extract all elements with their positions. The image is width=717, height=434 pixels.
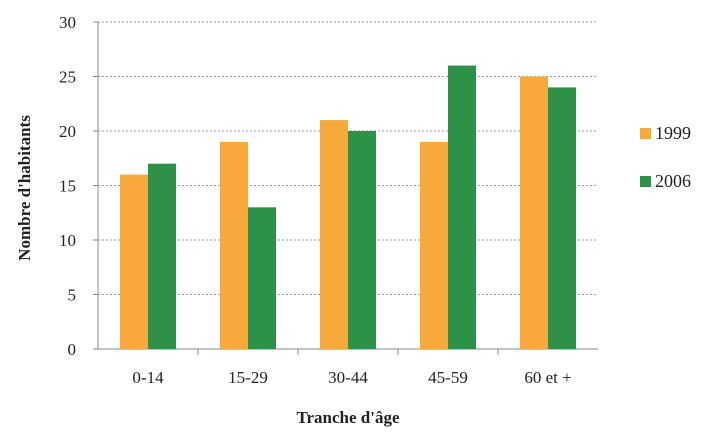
bars <box>120 65 576 350</box>
y-tick-label: 25 <box>59 68 76 87</box>
y-tick-label: 30 <box>59 13 76 32</box>
legend-swatch-1999 <box>640 128 651 139</box>
bar-2006-15-29 <box>248 207 276 349</box>
y-tick-label: 0 <box>68 340 77 359</box>
bar-1999-45-59 <box>420 141 448 349</box>
y-tick-label: 15 <box>59 177 76 196</box>
legend: 1999 2006 <box>640 123 691 191</box>
y-tick-label: 10 <box>59 231 76 250</box>
y-axis-title: Nombre d'habitants <box>15 115 34 261</box>
bar-2006-0-14 <box>148 163 176 349</box>
x-tick-label: 0-14 <box>132 368 164 387</box>
y-tick-label: 5 <box>68 286 77 305</box>
bar-2006-60-et-+ <box>548 87 576 350</box>
y-tick-labels: 0 5 10 15 20 25 30 <box>59 13 76 359</box>
bar-2006-45-59 <box>448 65 476 349</box>
bar-1999-0-14 <box>120 174 148 349</box>
x-axis-title: Tranche d'âge <box>296 408 400 427</box>
x-tick-label: 30-44 <box>328 368 368 387</box>
legend-label-1999: 1999 <box>655 123 691 143</box>
x-tick-label: 45-59 <box>428 368 468 387</box>
bar-1999-60-et-+ <box>520 76 548 349</box>
bar-2006-30-44 <box>348 131 376 349</box>
x-tick-labels: 0-14 15-29 30-44 45-59 60 et + <box>132 368 571 387</box>
legend-label-2006: 2006 <box>655 171 691 191</box>
x-tick-label: 15-29 <box>228 368 268 387</box>
x-tick-label: 60 et + <box>524 368 571 387</box>
bar-1999-15-29 <box>220 141 248 349</box>
y-tick-label: 20 <box>59 122 76 141</box>
legend-swatch-2006 <box>640 176 651 187</box>
bar-1999-30-44 <box>320 120 348 349</box>
